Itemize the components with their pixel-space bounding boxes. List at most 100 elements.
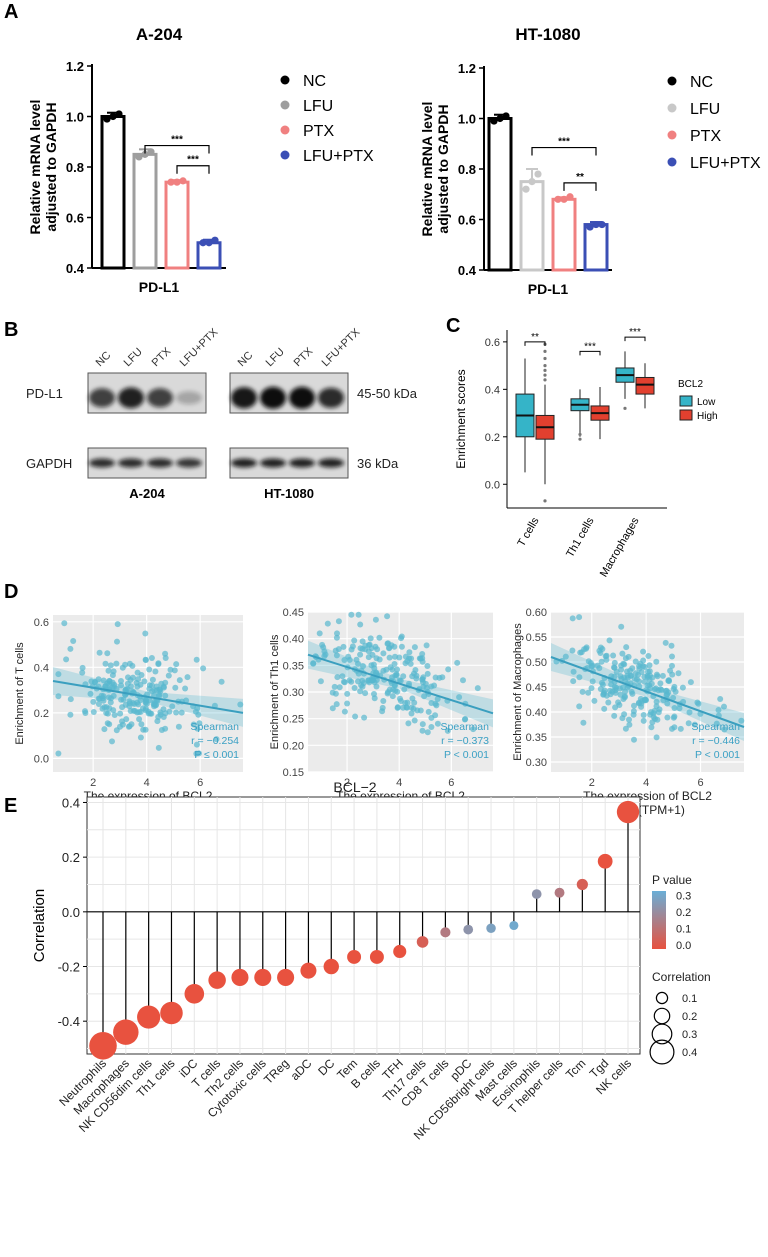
scatter-point bbox=[456, 694, 463, 701]
outlier bbox=[543, 368, 547, 372]
scatter-point bbox=[213, 736, 220, 743]
scatter-point bbox=[367, 635, 374, 642]
size-legend-label: 0.3 bbox=[682, 1029, 697, 1041]
scatter-point bbox=[380, 698, 387, 704]
x-tick-label: Macrophages bbox=[598, 515, 642, 579]
scatter-point bbox=[405, 720, 412, 727]
scatter-point bbox=[105, 667, 112, 674]
scatter-point bbox=[87, 690, 94, 697]
bar-PTX bbox=[551, 197, 577, 272]
scatter-point bbox=[576, 614, 583, 621]
scatter-point bbox=[579, 688, 586, 695]
scatter-point bbox=[126, 700, 133, 707]
scatter-point bbox=[387, 664, 394, 671]
scatter-point bbox=[670, 686, 677, 692]
scatter-point bbox=[611, 664, 617, 671]
scatter-point bbox=[100, 677, 107, 684]
data-point bbox=[586, 223, 594, 231]
colorbar-tick-label: 0.3 bbox=[676, 890, 691, 902]
lollipop-point bbox=[416, 936, 429, 948]
scatter-point bbox=[149, 676, 156, 683]
scatter-point bbox=[334, 674, 341, 681]
blot-band bbox=[118, 458, 144, 468]
scatter-point bbox=[373, 683, 380, 690]
significance-label: *** bbox=[584, 341, 596, 352]
lollipop-point bbox=[254, 968, 272, 986]
blot-band bbox=[260, 386, 286, 409]
regression-line bbox=[52, 679, 244, 714]
scatter-point bbox=[193, 656, 200, 663]
significance-label: *** bbox=[558, 137, 570, 148]
legend-entry: High bbox=[697, 411, 718, 422]
y-tick-label: 0.8 bbox=[458, 162, 476, 177]
scatter-point bbox=[118, 696, 125, 703]
scatter-point bbox=[110, 684, 117, 691]
blot-cell-line: HT-1080 bbox=[264, 486, 314, 501]
scatter-point bbox=[611, 712, 618, 719]
scatter-point bbox=[671, 713, 678, 720]
lollipop-point bbox=[113, 1019, 139, 1045]
scatter-point bbox=[721, 703, 727, 710]
outlier bbox=[543, 499, 547, 503]
y-tick-label: 0.35 bbox=[526, 732, 547, 744]
scatter-point bbox=[386, 686, 393, 693]
legend-entry: Low bbox=[697, 397, 716, 408]
scatter-point bbox=[594, 662, 601, 669]
scatter-point bbox=[118, 682, 125, 689]
scatter-point bbox=[319, 641, 326, 648]
scatter-point bbox=[138, 721, 145, 728]
scatter-point bbox=[648, 709, 654, 716]
scatter-point bbox=[173, 709, 180, 716]
data-point bbox=[566, 193, 574, 201]
scatter-point bbox=[421, 693, 428, 700]
data-point bbox=[496, 114, 504, 123]
scatter-point bbox=[597, 686, 604, 692]
scatter-point bbox=[402, 660, 409, 667]
scatter-point bbox=[632, 670, 639, 677]
legend-entry: LFU bbox=[303, 98, 333, 115]
scatter-point bbox=[340, 678, 347, 685]
scatter-point bbox=[598, 658, 605, 665]
scatter-point bbox=[374, 646, 381, 653]
data-point bbox=[205, 239, 213, 247]
significance-bracket bbox=[563, 182, 597, 191]
colorbar-tick-label: 0.0 bbox=[676, 940, 691, 952]
scatter-point bbox=[344, 690, 351, 697]
scatter-point bbox=[336, 684, 343, 691]
lollipop-point bbox=[393, 944, 407, 959]
y-tick-label: -0.2 bbox=[58, 960, 80, 975]
scatter-point bbox=[669, 653, 675, 660]
scatter-point bbox=[372, 616, 379, 623]
scatter-point bbox=[357, 621, 364, 628]
scatter-point bbox=[162, 725, 169, 732]
scatter-point bbox=[419, 721, 426, 728]
y-tick-label: 0.20 bbox=[283, 740, 304, 752]
y-tick-label: 0.45 bbox=[526, 682, 547, 694]
panel-label-a: A bbox=[4, 1, 18, 23]
blot-band bbox=[260, 458, 286, 468]
scatter-point bbox=[398, 643, 405, 650]
scatter-point bbox=[406, 655, 413, 662]
size-legend-circle bbox=[651, 1023, 673, 1045]
scatter-point bbox=[353, 656, 360, 663]
scatter-point bbox=[713, 720, 720, 727]
blot-band bbox=[176, 391, 202, 405]
legend-marker bbox=[280, 75, 290, 85]
significance-label: ** bbox=[576, 172, 584, 183]
outlier bbox=[623, 406, 627, 410]
x-tick-label: 4 bbox=[396, 777, 402, 789]
scatter-point bbox=[61, 620, 68, 627]
scatter-point bbox=[134, 683, 141, 690]
y-axis-label: Correlation bbox=[31, 889, 48, 962]
significance-bracket bbox=[624, 336, 646, 342]
scatter-point bbox=[627, 667, 634, 674]
scatter-point bbox=[394, 688, 401, 695]
scatter-point bbox=[105, 694, 112, 701]
outlier bbox=[543, 349, 547, 353]
scatter-point bbox=[82, 708, 88, 715]
scatter-point bbox=[671, 724, 678, 731]
stat-annotation: Spearman bbox=[441, 721, 490, 733]
x-tick-label: T cells bbox=[515, 515, 541, 549]
scatter-point bbox=[623, 644, 630, 651]
